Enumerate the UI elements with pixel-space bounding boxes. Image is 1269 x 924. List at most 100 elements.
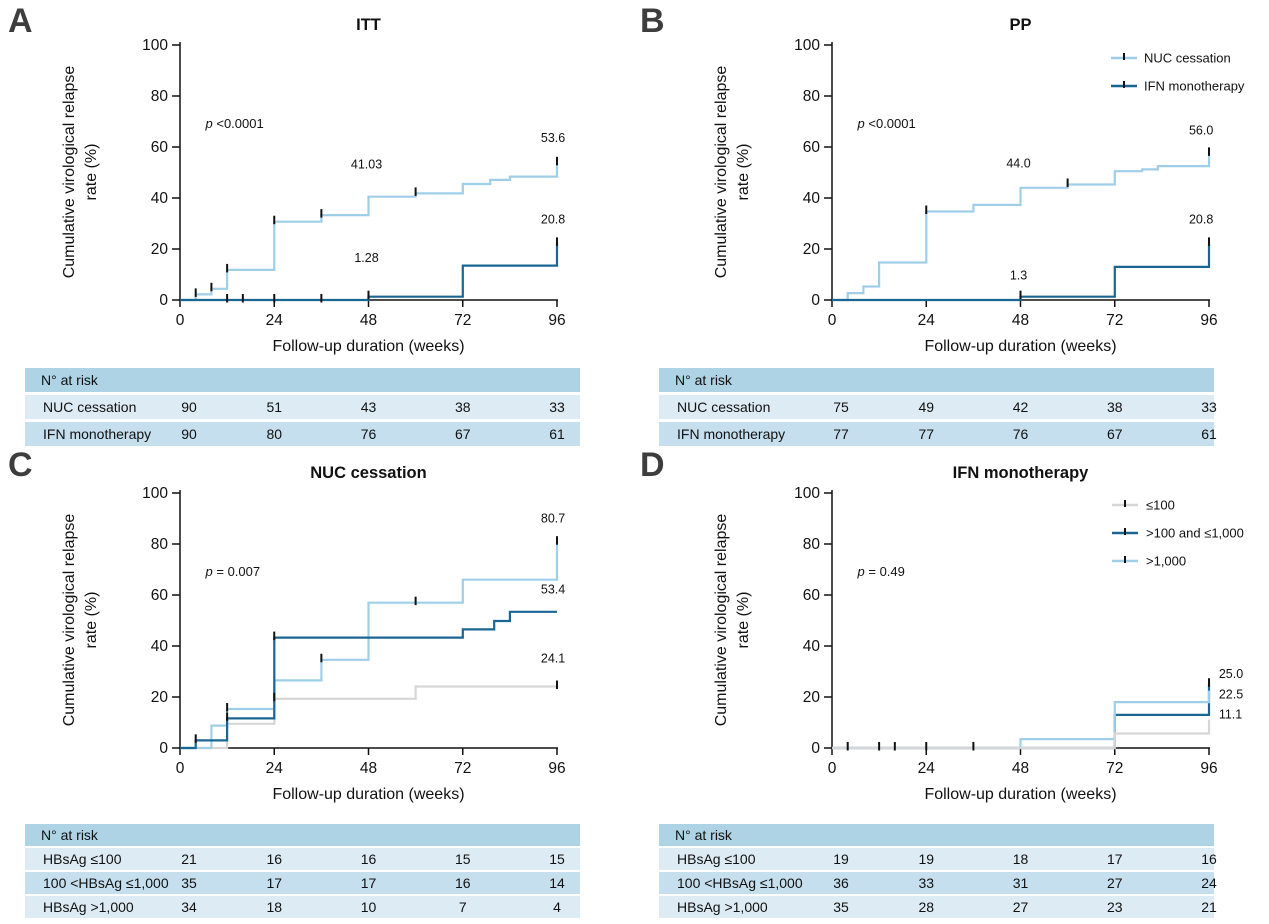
risk-table-header-label: N° at risk [675, 827, 732, 843]
series-line-ifn-monotherapy [180, 243, 559, 302]
x-axis-tick-label: 96 [1200, 760, 1217, 777]
risk-count-cell: 33 [918, 875, 935, 891]
x-axis-tick-label: 72 [454, 760, 471, 777]
x-axis-tick-label: 0 [176, 760, 185, 777]
value-annotation: 56.0 [1189, 123, 1213, 137]
panel-itt: A 0 20 40 60 80 100 0 24 48 72 96 Follow-up duratio… [0, 0, 634, 360]
value-annotation: 53.4 [541, 583, 565, 597]
panel-ifn-monotherapy: D 0 20 40 60 80 100 0 24 48 72 96 Follow-up duratio… [634, 446, 1269, 808]
x-axis-title: Follow-up duration (weeks) [924, 786, 1116, 803]
y-axis-tick-label: 20 [803, 241, 821, 258]
risk-table-pp: N° at risk NUC cessation 75 49 42 38 33 IFN mon… [659, 368, 1217, 449]
series-line-nuc-cessation [832, 153, 1211, 302]
risk-table-row: HBsAg >1,000 34 18 10 7 4 [25, 896, 580, 918]
value-annotation: 24.1 [541, 652, 565, 666]
p-value-label: p <0.0001 [857, 116, 916, 131]
y-axis-tick-label: 100 [794, 37, 820, 54]
risk-count-cell: 14 [549, 875, 565, 891]
panel-letter-d: D [640, 446, 665, 484]
x-axis-tick-label: 24 [266, 312, 284, 329]
y-axis-tick-label: 100 [142, 485, 168, 502]
x-axis-tick-label: 96 [548, 312, 565, 329]
x-axis-tick-label: 48 [1012, 760, 1029, 777]
risk-table-row: IFN monotherapy 90 80 76 67 61 [25, 422, 580, 446]
risk-count-cell: 21 [1201, 899, 1217, 915]
risk-count-cell: 27 [1012, 899, 1029, 915]
series-line--100 [180, 685, 557, 750]
risk-count-cell: 67 [1106, 426, 1123, 442]
risk-count-cell: 90 [181, 399, 197, 415]
legend-label: NUC cessation [1144, 51, 1231, 66]
y-axis-tick-label: 0 [159, 740, 168, 757]
risk-row-label: NUC cessation [43, 399, 137, 415]
risk-table-row: NUC cessation 75 49 42 38 33 [659, 395, 1217, 419]
chart-title: NUC cessation [310, 464, 426, 482]
p-value-label: p <0.0001 [205, 116, 264, 131]
y-axis-tick-label: 0 [811, 740, 820, 757]
risk-count-cell: 77 [833, 426, 849, 442]
risk-table-row: IFN monotherapy 77 77 76 67 61 [659, 422, 1217, 446]
km-chart-nuc-cessation: 0 20 40 60 80 100 0 24 48 72 96 Follow-up duration … [61, 464, 566, 803]
risk-count-cell: 16 [454, 875, 471, 891]
y-axis-tick-label: 60 [151, 587, 169, 604]
risk-count-cell: 16 [266, 851, 283, 867]
series-line--100 [832, 719, 1211, 750]
km-chart-itt: 0 20 40 60 80 100 0 24 48 72 96 Follow-up duration … [61, 16, 566, 355]
risk-count-cell: 17 [1106, 851, 1123, 867]
legend-label: IFN monotherapy [1144, 79, 1245, 94]
value-annotation: 22.5 [1219, 687, 1243, 701]
risk-table-row: 100 <HBsAg ≤1,000 35 17 17 16 14 [25, 872, 580, 894]
risk-count-cell: 18 [1012, 851, 1029, 867]
y-axis-tick-label: 40 [803, 638, 821, 655]
y-axis-tick-label: 60 [803, 139, 821, 156]
risk-count-cell: 38 [454, 399, 471, 415]
risk-row-label: HBsAg >1,000 [43, 899, 134, 915]
series-line--1-000 [832, 690, 1211, 750]
risk-count-cell: 35 [833, 899, 849, 915]
risk-count-cell: 67 [454, 426, 471, 442]
risk-table-row: NUC cessation 90 51 43 38 33 [25, 395, 580, 419]
risk-table-header-label: N° at risk [41, 827, 98, 843]
x-axis-title: Follow-up duration (weeks) [272, 338, 464, 355]
risk-count-cell: 28 [918, 899, 935, 915]
risk-count-cell: 77 [918, 426, 935, 442]
x-axis-tick-label: 0 [828, 760, 837, 777]
x-axis-tick-label: 24 [918, 760, 936, 777]
x-axis-tick-label: 72 [1106, 760, 1123, 777]
risk-count-cell: 76 [1012, 426, 1029, 442]
risk-count-cell: 33 [549, 399, 565, 415]
x-axis-tick-label: 0 [828, 312, 837, 329]
y-axis-title-line1: Cumulative virological relapse [713, 514, 730, 727]
risk-count-cell: 10 [360, 899, 377, 915]
y-axis-tick-label: 100 [142, 37, 168, 54]
risk-count-cell: 75 [833, 399, 849, 415]
y-axis-tick-label: 80 [151, 88, 169, 105]
series-line--1-000 [180, 542, 559, 750]
y-axis-tick-label: 60 [803, 587, 821, 604]
risk-count-cell: 16 [1201, 851, 1217, 867]
value-annotation: 11.1 [1219, 708, 1242, 722]
panel-letter-c: C [8, 446, 33, 484]
y-axis-tick-label: 60 [151, 139, 169, 156]
risk-table-itt: N° at risk NUC cessation 90 51 43 38 33 IFN mon… [25, 368, 580, 449]
risk-row-label: HBsAg >1,000 [677, 899, 768, 915]
x-axis-tick-label: 96 [548, 760, 565, 777]
risk-row-label: 100 <HBsAg ≤1,000 [677, 875, 803, 891]
risk-count-cell: 34 [181, 899, 197, 915]
risk-count-cell: 7 [458, 899, 467, 915]
risk-row-label: IFN monotherapy [677, 426, 786, 442]
x-axis-tick-label: 24 [918, 312, 936, 329]
risk-count-cell: 51 [266, 399, 283, 415]
risk-table-header: N° at risk [25, 368, 580, 392]
risk-count-cell: 61 [1201, 426, 1217, 442]
risk-row-label: HBsAg ≤100 [43, 851, 122, 867]
y-axis-tick-label: 100 [794, 485, 820, 502]
risk-count-cell: 61 [549, 426, 565, 442]
value-annotation: 25.0 [1219, 667, 1243, 681]
x-axis-tick-label: 0 [176, 312, 185, 329]
y-axis-tick-label: 20 [151, 241, 169, 258]
risk-row-label: NUC cessation [677, 399, 771, 415]
risk-count-cell: 19 [918, 851, 935, 867]
risk-count-cell: 27 [1106, 875, 1123, 891]
risk-table-header: N° at risk [659, 824, 1214, 846]
